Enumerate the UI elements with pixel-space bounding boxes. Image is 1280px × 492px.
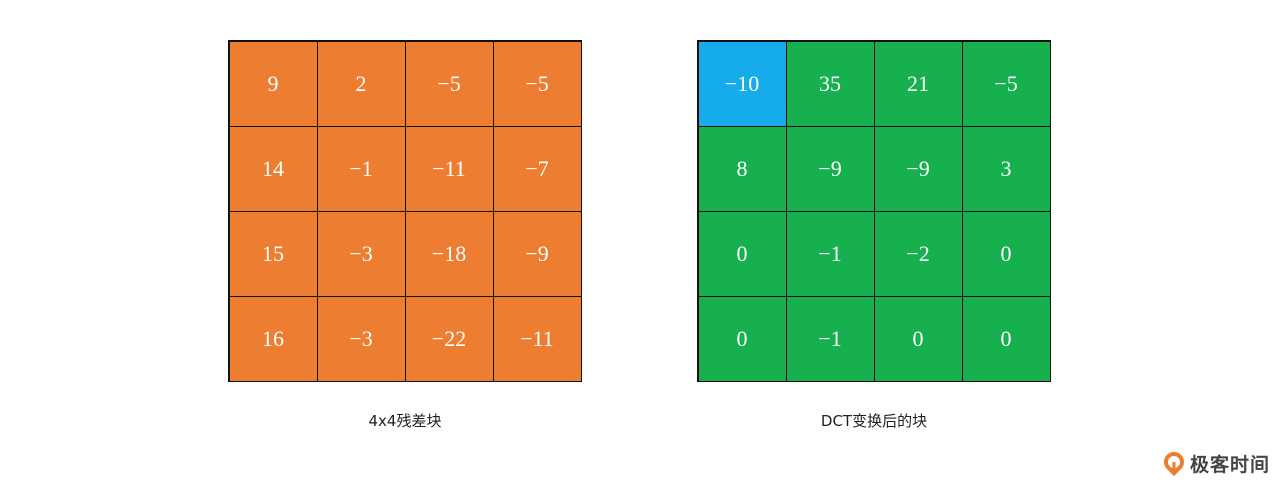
residual-block-cell: −3 bbox=[316, 295, 406, 382]
dct-block-cell: −1 bbox=[785, 295, 875, 382]
residual-block-grid: 9 2 −5 −5 14 −1 −11 −7 15 −3 −18 −9 16 −3 −22 −11 bbox=[228, 40, 582, 382]
dct-block-cell: 3 bbox=[961, 125, 1051, 212]
dct-block-cell: −9 bbox=[785, 125, 875, 212]
residual-block-caption: 4x4残差块 bbox=[368, 412, 442, 430]
residual-block-cell: −22 bbox=[404, 295, 494, 382]
dct-block-cell: 21 bbox=[873, 40, 963, 127]
residual-block-cell: 16 bbox=[228, 295, 318, 382]
dct-block-cell: −1 bbox=[785, 210, 875, 297]
residual-block-cell: −5 bbox=[404, 40, 494, 127]
dct-block-cell: 8 bbox=[697, 125, 787, 212]
residual-block-cell: −11 bbox=[492, 295, 582, 382]
dct-block-cell: 0 bbox=[697, 295, 787, 382]
logo: 极客时间 bbox=[1163, 450, 1270, 477]
dct-block-cell: 35 bbox=[785, 40, 875, 127]
dct-block-cell: 0 bbox=[873, 295, 963, 382]
residual-block-cell: −11 bbox=[404, 125, 494, 212]
dct-block-cell: 0 bbox=[697, 210, 787, 297]
residual-block-cell: 9 bbox=[228, 40, 318, 127]
residual-block-cell: −18 bbox=[404, 210, 494, 297]
dct-block-caption: DCT变换后的块 bbox=[820, 412, 928, 430]
residual-block-cell: 2 bbox=[316, 40, 406, 127]
dct-block-cell: −9 bbox=[873, 125, 963, 212]
residual-block-cell: −7 bbox=[492, 125, 582, 212]
dct-block-cell: −5 bbox=[961, 40, 1051, 127]
dct-block-grid: −10 35 21 −5 8 −9 −9 3 0 −1 −2 0 0 −1 0 0 bbox=[697, 40, 1051, 382]
dct-block-cell: 0 bbox=[961, 210, 1051, 297]
residual-block-cell: −1 bbox=[316, 125, 406, 212]
logo-text: 极客时间 bbox=[1190, 454, 1271, 476]
geektime-logo-icon bbox=[1164, 451, 1184, 476]
residual-block-cell: −3 bbox=[316, 210, 406, 297]
dct-block-cell: −10 bbox=[697, 40, 787, 127]
residual-block-cell: 15 bbox=[228, 210, 318, 297]
residual-block-cell: −9 bbox=[492, 210, 582, 297]
dct-block-cell: −2 bbox=[873, 210, 963, 297]
dct-block-cell: 0 bbox=[961, 295, 1051, 382]
residual-block-cell: −5 bbox=[492, 40, 582, 127]
residual-block-cell: 14 bbox=[228, 125, 318, 212]
